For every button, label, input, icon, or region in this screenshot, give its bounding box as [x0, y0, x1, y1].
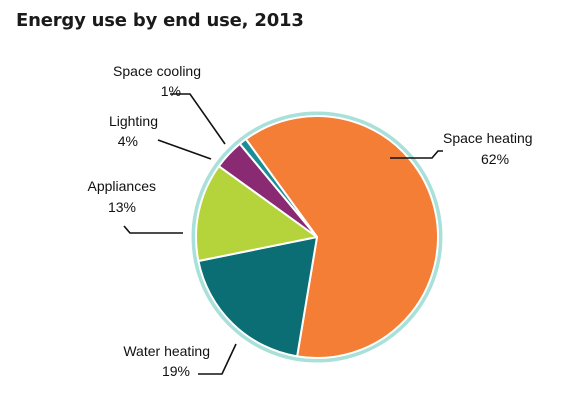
- leader-line-lighting: [157, 139, 212, 160]
- pie-rim: [191, 111, 443, 363]
- slice-value-space-heating: 62%: [481, 151, 509, 167]
- slice-labels: Space heating 62% Water heating 19% Applianc…: [88, 63, 533, 379]
- leader-line-space-cooling: [170, 93, 226, 145]
- pie-slice-appliances: [195, 165, 318, 263]
- slice-value-appliances: 13%: [108, 199, 136, 215]
- slice-value-space-cooling: 1%: [161, 83, 181, 99]
- leader-line-space-heating: [390, 150, 443, 159]
- leader-lines: [123, 93, 443, 375]
- pie-slice-space-heating: [244, 115, 439, 359]
- slice-value-water-heating: 19%: [162, 363, 190, 379]
- slice-label-space-heating: Space heating: [443, 130, 533, 146]
- slice-label-water-heating: Water heating: [123, 343, 210, 359]
- leader-line-water-heating: [198, 343, 237, 375]
- slice-label-appliances: Appliances: [88, 178, 157, 194]
- chart-title: Energy use by end use, 2013: [16, 10, 304, 31]
- pie-slice-water-heating: [197, 236, 318, 358]
- pie-slice-space-cooling: [238, 138, 318, 238]
- leader-line-appliances: [123, 225, 183, 234]
- slice-label-space-cooling: Space cooling: [113, 63, 201, 79]
- slice-label-lighting: Lighting: [109, 113, 158, 129]
- pie-slices: [191, 111, 443, 363]
- slice-value-lighting: 4%: [118, 133, 138, 149]
